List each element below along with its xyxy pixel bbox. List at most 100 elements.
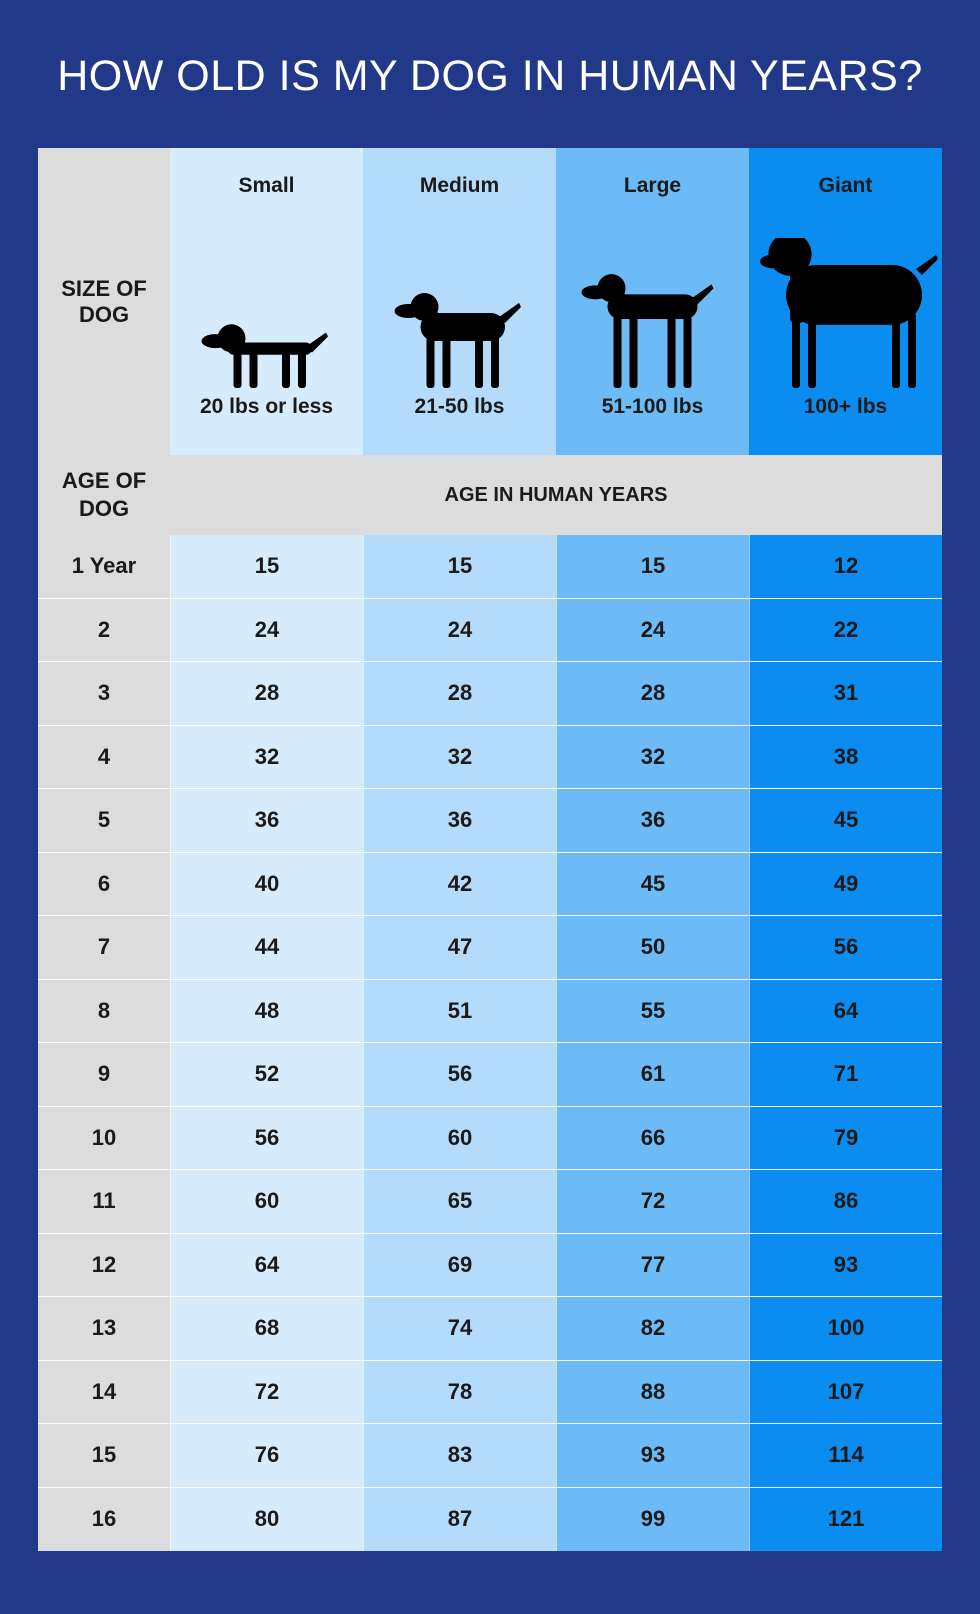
human-age-cell: 42 (363, 852, 556, 916)
human-age-cell: 83 (363, 1424, 556, 1488)
human-age-cell: 12 (749, 535, 942, 599)
age-cell: 12 (38, 1233, 170, 1297)
age-cell: 13 (38, 1297, 170, 1361)
human-age-cell: 56 (170, 1106, 363, 1170)
size-name: Small (238, 174, 295, 197)
age-cell: 14 (38, 1360, 170, 1424)
human-age-cell: 51 (363, 979, 556, 1043)
human-age-cell: 61 (556, 1043, 749, 1107)
age-cell: 7 (38, 916, 170, 980)
human-age-cell: 45 (556, 852, 749, 916)
human-age-cell: 24 (170, 598, 363, 662)
age-cell: 4 (38, 725, 170, 789)
human-age-cell: 52 (170, 1043, 363, 1107)
human-age-cell: 82 (556, 1297, 749, 1361)
human-age-cell: 15 (363, 535, 556, 599)
human-age-cell: 56 (363, 1043, 556, 1107)
human-age-cell: 72 (170, 1360, 363, 1424)
human-age-cell: 74 (363, 1297, 556, 1361)
age-cell: 11 (38, 1170, 170, 1234)
human-age-cell: 93 (749, 1233, 942, 1297)
age-cell: 1 Year (38, 535, 170, 599)
human-label: AGE IN HUMAN YEARS (170, 455, 942, 535)
human-age-cell: 24 (556, 598, 749, 662)
age-cell: 15 (38, 1424, 170, 1488)
human-age-cell: 47 (363, 916, 556, 980)
dog-silhouette (201, 324, 328, 388)
human-age-cell: 64 (749, 979, 942, 1043)
human-age-cell: 36 (556, 789, 749, 853)
size-header: Small 20 lbs or less (170, 148, 363, 455)
human-age-cell: 64 (170, 1233, 363, 1297)
size-weight: 21-50 lbs (414, 395, 505, 418)
human-age-cell: 15 (556, 535, 749, 599)
human-age-cell: 100 (749, 1297, 942, 1361)
human-age-cell: 65 (363, 1170, 556, 1234)
age-cell: 9 (38, 1043, 170, 1107)
size-label: SIZE OF DOG (38, 148, 170, 455)
human-age-cell: 24 (363, 598, 556, 662)
age-cell: 3 (38, 662, 170, 726)
human-age-cell: 72 (556, 1170, 749, 1234)
size-weight: 100+ lbs (803, 395, 888, 418)
age-cell: 10 (38, 1106, 170, 1170)
human-age-cell: 78 (363, 1360, 556, 1424)
age-cell: 6 (38, 852, 170, 916)
dog-silhouette (581, 274, 714, 388)
human-age-cell: 36 (363, 789, 556, 853)
age-cell: 2 (38, 598, 170, 662)
human-age-cell: 45 (749, 789, 942, 853)
human-age-cell: 15 (170, 535, 363, 599)
human-age-cell: 28 (363, 662, 556, 726)
size-weight: 51-100 lbs (601, 395, 704, 418)
human-age-cell: 79 (749, 1106, 942, 1170)
size-name: Giant (818, 174, 873, 197)
human-age-cell: 56 (749, 916, 942, 980)
human-age-cell: 40 (170, 852, 363, 916)
human-age-cell: 121 (749, 1487, 942, 1551)
size-name: Large (623, 174, 682, 197)
human-age-cell: 48 (170, 979, 363, 1043)
age-cell: 8 (38, 979, 170, 1043)
human-age-cell: 36 (170, 789, 363, 853)
human-age-cell: 86 (749, 1170, 942, 1234)
human-age-cell: 28 (556, 662, 749, 726)
human-age-cell: 66 (556, 1106, 749, 1170)
size-weight: 20 lbs or less (199, 395, 334, 418)
human-age-cell: 76 (170, 1424, 363, 1488)
human-age-cell: 60 (363, 1106, 556, 1170)
human-age-cell: 71 (749, 1043, 942, 1107)
human-age-cell: 93 (556, 1424, 749, 1488)
human-age-cell: 32 (363, 725, 556, 789)
size-header: Medium 21-50 lbs (363, 148, 556, 455)
human-age-cell: 22 (749, 598, 942, 662)
human-age-cell: 87 (363, 1487, 556, 1551)
human-age-cell: 28 (170, 662, 363, 726)
human-age-cell: 60 (170, 1170, 363, 1234)
human-age-cell: 77 (556, 1233, 749, 1297)
size-header: Giant 100+ lbs (749, 148, 942, 455)
human-age-cell: 88 (556, 1360, 749, 1424)
human-age-cell: 49 (749, 852, 942, 916)
human-age-cell: 31 (749, 662, 942, 726)
dog-silhouette (394, 293, 521, 388)
size-name: Medium (419, 174, 500, 197)
age-cell: 16 (38, 1487, 170, 1551)
human-age-cell: 55 (556, 979, 749, 1043)
human-age-cell: 99 (556, 1487, 749, 1551)
human-age-cell: 44 (170, 916, 363, 980)
human-age-cell: 38 (749, 725, 942, 789)
human-age-cell: 114 (749, 1424, 942, 1488)
size-header: Large 51-100 lbs (556, 148, 749, 455)
human-age-cell: 69 (363, 1233, 556, 1297)
dog-silhouette (760, 238, 938, 388)
title: HOW OLD IS MY DOG IN HUMAN YEARS? (57, 52, 923, 100)
human-age-cell: 107 (749, 1360, 942, 1424)
human-age-cell: 32 (556, 725, 749, 789)
human-age-cell: 50 (556, 916, 749, 980)
age-label: AGE OF DOG (38, 455, 170, 535)
human-age-cell: 32 (170, 725, 363, 789)
human-age-cell: 80 (170, 1487, 363, 1551)
human-age-cell: 68 (170, 1297, 363, 1361)
